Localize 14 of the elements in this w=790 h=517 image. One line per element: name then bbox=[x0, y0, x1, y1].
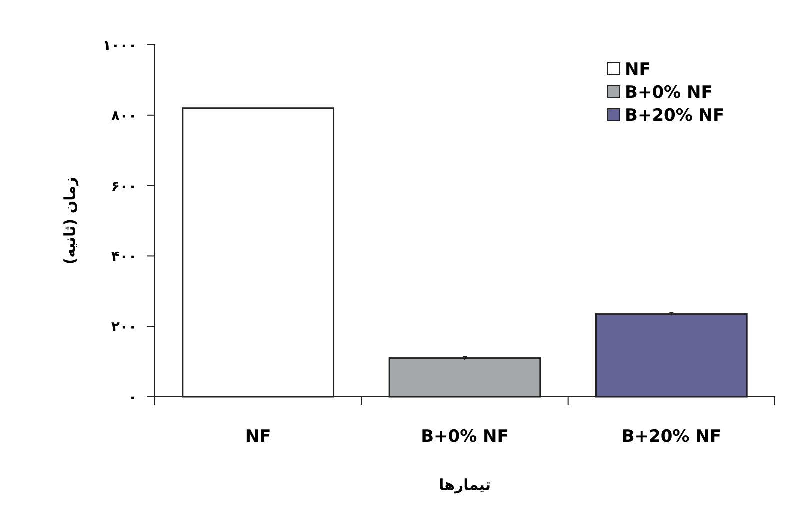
y-tick-label: ۰ bbox=[128, 390, 137, 406]
y-tick-label: ۱۰۰۰ bbox=[102, 38, 137, 54]
y-tick-label: ۴۰۰ bbox=[111, 249, 137, 266]
legend-label: B+0% NF bbox=[625, 83, 713, 103]
y-axis-title: زمان (ثانیه) bbox=[61, 177, 79, 265]
legend-label: B+20% NF bbox=[625, 106, 725, 126]
legend-label: NF bbox=[625, 60, 651, 80]
y-tick-label: ۶۰۰ bbox=[111, 178, 137, 195]
x-tick-label: B+20% NF bbox=[622, 427, 722, 447]
y-tick-label: ۸۰۰ bbox=[111, 108, 137, 124]
x-tick-label: NF bbox=[245, 427, 272, 447]
x-tick-label: B+0% NF bbox=[421, 427, 509, 447]
x-axis-title: تیمارها bbox=[438, 476, 492, 494]
y-tick-label: ۲۰۰ bbox=[111, 320, 137, 336]
